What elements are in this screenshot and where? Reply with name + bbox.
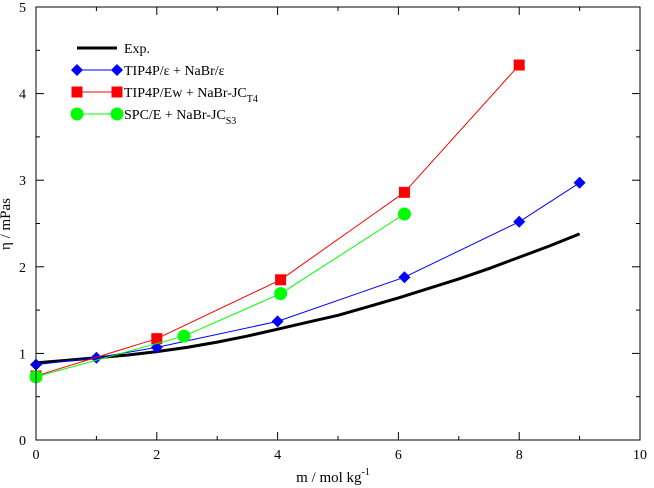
series-line — [35, 182, 580, 366]
x-axis-label: m / mol kg-1 — [296, 467, 370, 486]
x-tick-label: 0 — [33, 448, 40, 463]
x-axis-label-superscript: -1 — [362, 467, 370, 478]
y-tick-label: 2 — [19, 261, 26, 276]
legend-marker — [71, 86, 83, 98]
data-point-diamond — [398, 271, 411, 284]
legend: Exp. TIP4P/ε + NaBr/ε TIP4P/Ew + NaBr-JCT4… — [70, 42, 258, 127]
data-point-diamond — [271, 315, 284, 328]
data-point-circle — [397, 207, 411, 221]
legend-marker — [70, 107, 84, 121]
legend-label: SPC/E + NaBr-JCS3 — [124, 108, 236, 127]
y-tick-label: 5 — [19, 1, 26, 16]
x-tick-label: 4 — [274, 448, 281, 463]
series-layer — [29, 59, 586, 384]
legend-label-subscript: S3 — [226, 116, 237, 127]
legend-label-text: TIP4P/ε + NaBr/ε — [124, 64, 225, 79]
legend-label: TIP4P/ε + NaBr/ε — [124, 64, 225, 79]
x-tick-label: 6 — [395, 448, 402, 463]
x-axis-label-text: m / mol kg — [296, 470, 362, 486]
legend-marker — [110, 107, 124, 121]
x-tick-label: 2 — [153, 448, 160, 463]
legend-label: TIP4P/Ew + NaBr-JCT4 — [124, 86, 258, 105]
y-tick-label: 0 — [19, 434, 26, 449]
legend-marker — [111, 86, 123, 98]
y-axis-label: η / mPas — [0, 198, 14, 250]
data-point-diamond — [573, 176, 586, 189]
legend-item-1: TIP4P/ε + NaBr/ε — [71, 64, 225, 79]
legend-marker — [71, 64, 83, 76]
data-point-square — [513, 59, 525, 71]
legend-label: Exp. — [124, 42, 150, 57]
y-tick-label: 1 — [19, 347, 26, 362]
legend-item-3: SPC/E + NaBr-JCS3 — [70, 107, 236, 127]
data-point-diamond — [513, 215, 526, 228]
legend-marker — [111, 64, 123, 76]
legend-label-subscript: T4 — [247, 94, 258, 105]
legend-item-2: TIP4P/Ew + NaBr-JCT4 — [71, 86, 258, 105]
series-1 — [30, 176, 586, 371]
x-tick-label: 8 — [516, 448, 523, 463]
y-tick-label: 4 — [19, 88, 26, 103]
x-tick-label: 10 — [633, 448, 647, 463]
data-point-circle — [274, 287, 288, 301]
data-point-circle — [177, 329, 191, 343]
series-line — [35, 213, 405, 378]
y-tick-label: 3 — [19, 174, 26, 189]
legend-label-text: SPC/E + NaBr-JC — [124, 108, 226, 123]
data-point-square — [275, 274, 287, 286]
legend-label-text: TIP4P/Ew + NaBr-JC — [124, 86, 247, 101]
series-3 — [29, 207, 411, 384]
series-0 — [35, 232, 581, 365]
tick-layer: 0 2 4 6 8 10 0 1 2 3 4 5 — [19, 1, 647, 463]
series-line — [35, 232, 581, 365]
data-point-square — [398, 186, 410, 198]
series-2 — [30, 59, 525, 382]
legend-label-text: Exp. — [124, 42, 150, 57]
data-point-square — [151, 333, 163, 345]
legend-item-0: Exp. — [77, 42, 150, 57]
